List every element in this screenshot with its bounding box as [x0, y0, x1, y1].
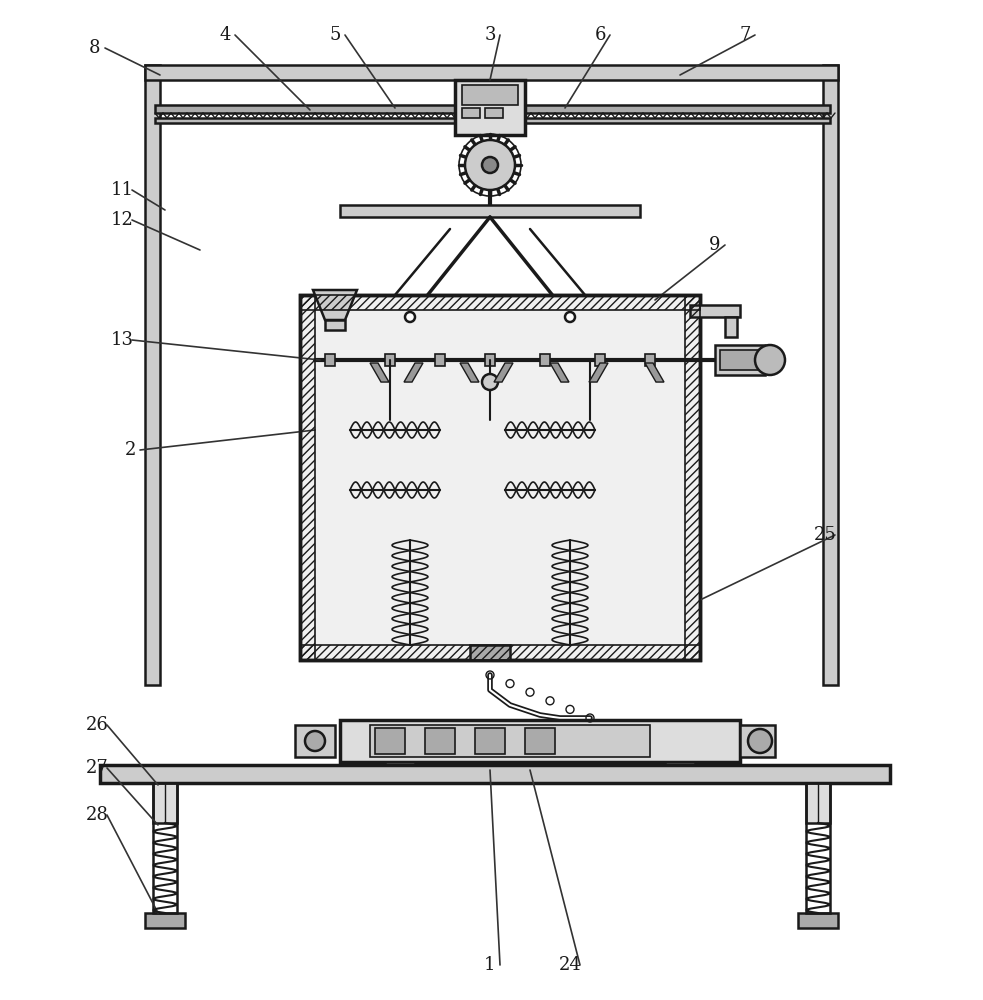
Text: 28: 28	[86, 806, 108, 824]
Circle shape	[482, 374, 498, 390]
Text: 25: 25	[814, 526, 837, 544]
Bar	[340, 720, 740, 762]
Bar	[425, 728, 455, 754]
Bar	[725, 317, 737, 337]
Bar	[370, 725, 650, 757]
Bar	[375, 728, 405, 754]
Bar	[806, 783, 830, 913]
Bar	[325, 354, 335, 366]
Bar	[100, 765, 890, 783]
Bar	[300, 645, 700, 660]
Text: 26: 26	[86, 716, 108, 734]
Circle shape	[465, 140, 515, 190]
Bar	[385, 762, 415, 777]
Bar	[300, 295, 700, 660]
Circle shape	[565, 312, 575, 322]
Bar	[300, 295, 700, 660]
Bar	[153, 783, 177, 823]
Bar	[455, 80, 525, 135]
Polygon shape	[460, 363, 479, 382]
Text: 1: 1	[485, 956, 495, 974]
Text: 13: 13	[110, 331, 134, 349]
Bar	[720, 350, 760, 370]
Bar	[462, 85, 518, 105]
Text: 9: 9	[710, 236, 721, 254]
Bar	[475, 728, 505, 754]
Bar	[685, 295, 700, 660]
Polygon shape	[313, 290, 357, 320]
Bar	[325, 320, 345, 330]
Text: 27: 27	[86, 759, 108, 777]
Bar	[155, 105, 830, 113]
Bar	[145, 65, 838, 80]
Text: 4: 4	[219, 26, 231, 44]
Bar	[153, 783, 177, 913]
Text: 6: 6	[595, 26, 606, 44]
Bar	[462, 108, 480, 118]
Polygon shape	[404, 363, 423, 382]
Bar	[145, 65, 160, 685]
Circle shape	[305, 731, 325, 751]
Bar	[798, 913, 838, 928]
Bar	[806, 783, 830, 823]
Bar	[435, 354, 445, 366]
Bar	[300, 295, 315, 660]
Bar	[385, 354, 395, 366]
Text: 5: 5	[329, 26, 341, 44]
Text: 12: 12	[110, 211, 134, 229]
Bar	[665, 762, 695, 777]
Bar	[690, 305, 740, 317]
Text: 24: 24	[558, 956, 581, 974]
Bar	[645, 354, 655, 366]
Text: 2: 2	[124, 441, 136, 459]
Bar	[485, 108, 503, 118]
Circle shape	[755, 345, 785, 375]
Circle shape	[748, 729, 772, 753]
Text: 7: 7	[739, 26, 751, 44]
Text: 11: 11	[110, 181, 134, 199]
Bar	[145, 913, 185, 928]
Bar	[340, 205, 640, 217]
Polygon shape	[550, 363, 569, 382]
Polygon shape	[645, 363, 664, 382]
Bar	[485, 354, 495, 366]
Circle shape	[405, 312, 415, 322]
Polygon shape	[370, 363, 389, 382]
Bar	[540, 354, 550, 366]
Bar	[525, 728, 555, 754]
Polygon shape	[494, 363, 513, 382]
Bar	[300, 295, 700, 310]
Bar	[155, 118, 830, 123]
Circle shape	[482, 157, 498, 173]
Bar	[740, 725, 775, 757]
Text: 8: 8	[89, 39, 100, 57]
Bar	[595, 354, 605, 366]
Bar	[823, 65, 838, 685]
Bar	[295, 725, 335, 757]
Polygon shape	[589, 363, 608, 382]
Bar	[470, 645, 510, 660]
Text: 3: 3	[485, 26, 495, 44]
Bar	[715, 345, 765, 375]
